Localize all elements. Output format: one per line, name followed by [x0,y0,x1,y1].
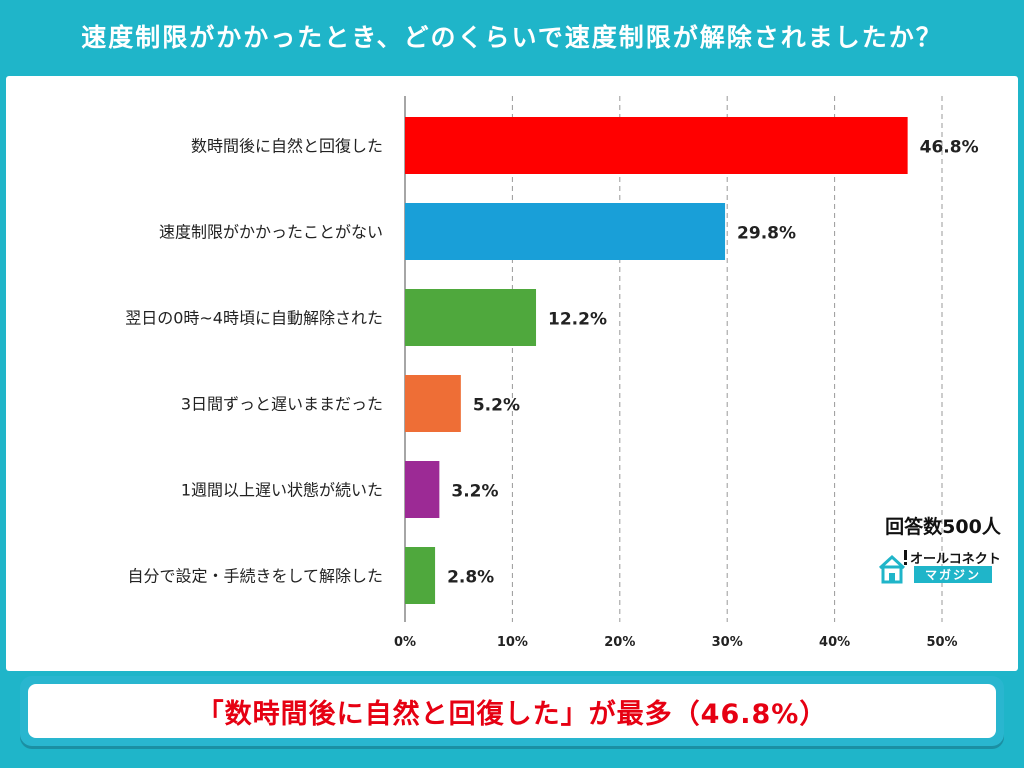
logo-name: オールコネクト [910,552,1001,567]
category-label: 1週間以上遅い状態が続いた [181,481,383,500]
data-label: 29.8% [737,224,796,244]
category-label: 速度制限がかかったことがない [159,223,383,242]
chart-title: 速度制限がかかったとき、どのくらいで速度制限が解除されましたか？ [81,23,943,52]
bar [405,461,440,518]
bar [405,289,537,346]
bar [405,375,461,432]
x-tick-label: 10% [497,635,528,650]
x-tick-label: 50% [926,635,957,650]
bar [405,117,908,174]
category-label: 翌日の0時~4時頃に自動解除された [125,309,383,328]
category-label: 自分で設定・手続きをして解除した [127,567,383,586]
x-tick-label: 30% [712,635,743,650]
house-icon [878,550,907,584]
x-tick-label: 40% [819,635,850,650]
category-label: 数時間後に自然と回復した [191,137,383,156]
data-label: 46.8% [920,138,979,158]
data-label: 5.2% [473,396,520,416]
data-label: 2.8% [447,568,494,588]
brand-logo: オールコネクト マガジン [878,548,1001,586]
x-tick-label: 20% [604,635,635,650]
data-label: 3.2% [451,482,498,502]
bar-chart: 0% 10% 20% 30% 40% 50% 数時間後に自然と回復した 46.8% 速度制限がか… [125,96,979,650]
x-tick-label: 0% [394,635,416,650]
bar [405,203,726,260]
data-label: 12.2% [548,310,607,330]
logo-sub: マガジン [914,566,992,583]
bar [405,547,436,604]
summary-text: 「数時間後に自然と回復した」が最多（46.8%） [28,684,996,738]
chart-panel [6,76,1018,671]
respondent-count: 回答数500人 [885,516,1001,538]
summary-banner: 「数時間後に自然と回復した」が最多（46.8%） [20,676,1004,746]
category-label: 3日間ずっと遅いままだった [181,395,383,414]
